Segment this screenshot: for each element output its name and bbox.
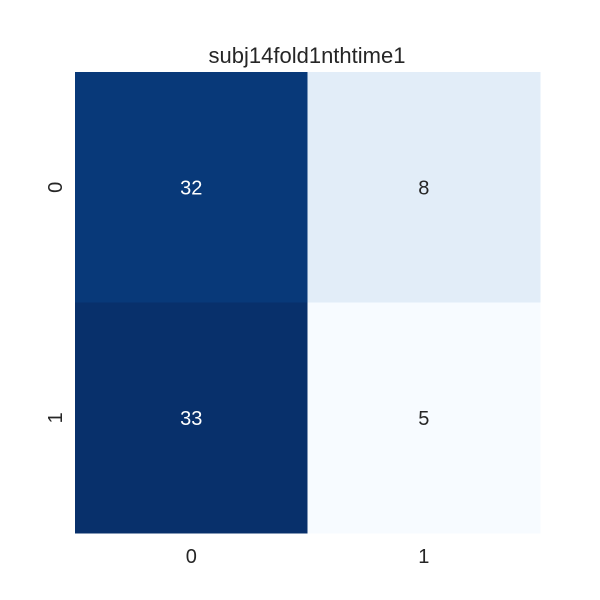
heatmap-cell-r1-c1	[307, 302, 541, 534]
chart-title: subj14fold1nthtime1	[209, 43, 406, 68]
heatmap-cell-r0-c0	[75, 72, 308, 303]
cell-value-label: 33	[180, 408, 202, 430]
x-tick-label: 1	[418, 546, 429, 568]
cell-value-label: 32	[180, 177, 202, 199]
x-tick-label: 0	[186, 546, 197, 568]
heatmap-cell-r0-c1	[307, 72, 541, 303]
y-tick-label: 0	[45, 182, 67, 193]
cell-value-label: 8	[418, 177, 429, 199]
heatmap-cell-labels: 32 8 33 5	[180, 177, 429, 430]
cell-value-label: 5	[418, 408, 429, 430]
heatmap-cells	[75, 72, 541, 534]
heatmap-cell-r1-c0	[75, 302, 308, 534]
y-axis-ticks: 01	[45, 182, 67, 424]
y-tick-label: 1	[45, 412, 67, 423]
